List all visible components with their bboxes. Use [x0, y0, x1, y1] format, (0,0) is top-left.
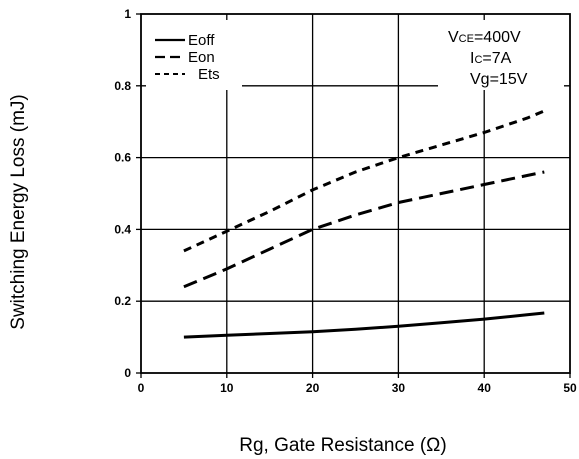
legend: Eoff Eon Ets [155, 32, 220, 83]
y-tick-label: 0 [124, 366, 131, 380]
y-tick-label: 0.2 [114, 294, 131, 308]
condition-vce-sub: CE [459, 33, 474, 45]
legend-label-eoff: Eoff [188, 32, 215, 49]
condition-ic-value: =7A [482, 50, 511, 67]
condition-vg: Vg=15V [470, 71, 528, 88]
y-tick-label: 0.4 [114, 222, 131, 236]
y-tick-label: 1 [124, 7, 131, 21]
condition-vce: VCE=400V [448, 29, 521, 46]
series-line-ets [183, 109, 545, 253]
condition-ic-sub: C [474, 54, 482, 66]
condition-vce-value: =400V [474, 29, 521, 46]
x-tick-label: 50 [563, 381, 577, 395]
plot-frame [140, 13, 571, 374]
x-axis-title: Rg, Gate Resistance (Ω) [239, 435, 446, 456]
condition-ic: IC=7A [470, 50, 512, 67]
x-tick-label: 20 [306, 381, 320, 395]
conditions-box [438, 20, 564, 90]
series-line-eoff [183, 311, 545, 339]
series-line-eon [183, 170, 545, 289]
y-axis-title: Switching Energy Loss (mJ) [8, 94, 29, 329]
x-tick-label: 0 [138, 381, 145, 395]
y-tick-label: 0.6 [114, 151, 131, 165]
test-conditions: VCE=400V IC=7A Vg=15V [448, 29, 528, 88]
y-tick-label: 0.8 [114, 79, 131, 93]
condition-ic-main: I [470, 50, 474, 67]
tick-labels: 0 10 20 30 40 50 0 0.2 0.4 0.6 0.8 1 [114, 7, 577, 395]
x-tick-label: 30 [392, 381, 406, 395]
x-tick-label: 10 [220, 381, 234, 395]
x-tick-label: 40 [478, 381, 492, 395]
legend-box [146, 20, 242, 90]
data-series [183, 109, 545, 339]
condition-vce-main: V [448, 29, 459, 46]
legend-label-ets: Ets [198, 66, 220, 83]
legend-label-eon: Eon [188, 49, 215, 66]
